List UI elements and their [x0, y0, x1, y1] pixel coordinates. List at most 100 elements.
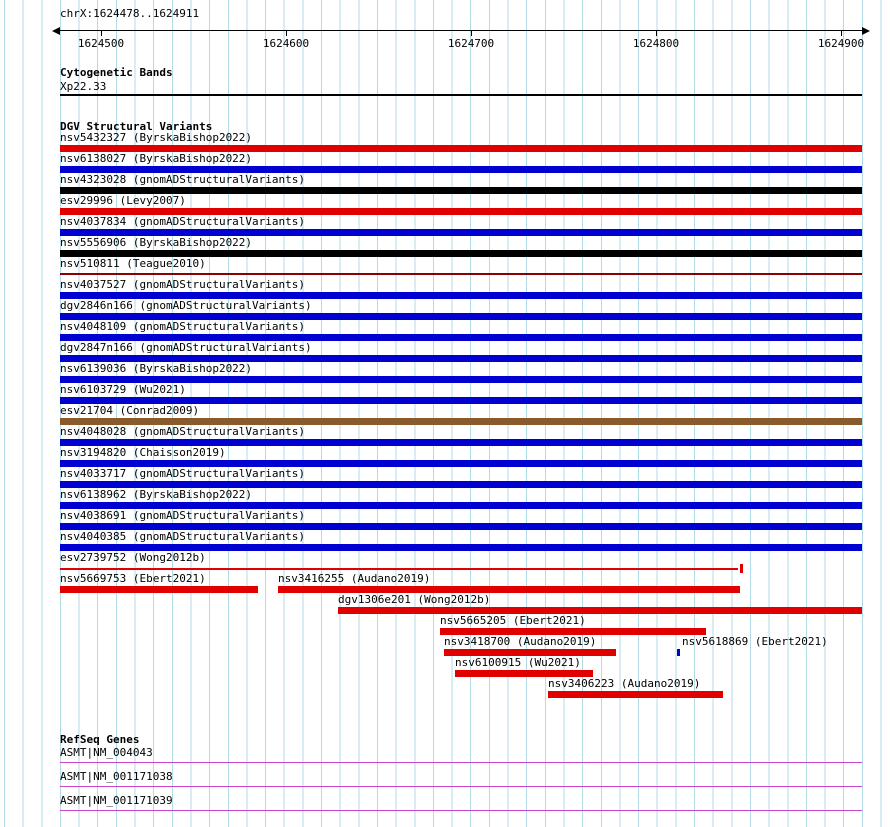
- cytoband-band[interactable]: [60, 94, 862, 96]
- variant-label-nsv4040385[interactable]: nsv4040385 (gnomADStructuralVariants): [60, 530, 306, 543]
- refseq-gene-line[interactable]: [60, 762, 862, 763]
- variant-label-nsv5432327[interactable]: nsv5432327 (ByrskaBishop2022): [60, 131, 253, 144]
- variant-feature-esv21704[interactable]: [60, 418, 862, 425]
- variant-feature-nsv3406223[interactable]: [548, 691, 723, 698]
- refseq-gene-row: ASMT|NM_001171038: [0, 770, 890, 794]
- ruler-tick-label: 1624800: [632, 37, 680, 50]
- dgv-track-row: nsv4048028 (gnomADStructuralVariants): [0, 425, 890, 446]
- ruler-tick: [101, 31, 102, 36]
- variant-label-nsv3416255[interactable]: nsv3416255 (Audano2019): [278, 572, 431, 585]
- variant-feature-nsv5669753[interactable]: [60, 586, 258, 593]
- variant-feature-nsv6138962[interactable]: [60, 502, 862, 509]
- variant-label-dgv1306e201[interactable]: dgv1306e201 (Wong2012b): [338, 593, 491, 606]
- variant-label-nsv5665205[interactable]: nsv5665205 (Ebert2021): [440, 614, 586, 627]
- variant-feature-nsv6100915[interactable]: [455, 670, 593, 677]
- variant-label-nsv4048109[interactable]: nsv4048109 (gnomADStructuralVariants): [60, 320, 306, 333]
- variant-label-nsv6139036[interactable]: nsv6139036 (ByrskaBishop2022): [60, 362, 253, 375]
- variant-label-nsv4037527[interactable]: nsv4037527 (gnomADStructuralVariants): [60, 278, 306, 291]
- variant-label-nsv6100915[interactable]: nsv6100915 (Wu2021): [455, 656, 581, 669]
- variant-feature-nsv4048109[interactable]: [60, 334, 862, 341]
- region-label: chrX:1624478..1624911: [60, 7, 200, 20]
- variant-feature-endtick-esv2739752[interactable]: [740, 564, 743, 573]
- variant-feature-nsv6139036[interactable]: [60, 376, 862, 383]
- variant-feature-nsv4048028[interactable]: [60, 439, 862, 446]
- variant-feature-nsv3418700[interactable]: [444, 649, 616, 656]
- variant-label-esv29996[interactable]: esv29996 (Levy2007): [60, 194, 186, 207]
- variant-feature-nsv5665205[interactable]: [440, 628, 706, 635]
- variant-label-nsv3406223[interactable]: nsv3406223 (Audano2019): [548, 677, 701, 690]
- variant-feature-nsv6103729[interactable]: [60, 397, 862, 404]
- cytobands-section-heading: Cytogenetic Bands: [60, 66, 173, 79]
- dgv-track-row: esv21704 (Conrad2009): [0, 404, 890, 425]
- variant-feature-esv29996[interactable]: [60, 208, 862, 215]
- variant-label-nsv5618869[interactable]: nsv5618869 (Ebert2021): [682, 635, 828, 648]
- variant-label-nsv4033717[interactable]: nsv4033717 (gnomADStructuralVariants): [60, 467, 306, 480]
- variant-label-nsv510811[interactable]: nsv510811 (Teague2010): [60, 257, 206, 270]
- cytoband-label[interactable]: Xp22.33: [60, 80, 107, 93]
- variant-label-nsv5669753[interactable]: nsv5669753 (Ebert2021): [60, 572, 206, 585]
- refseq-section-heading: RefSeq Genes: [60, 733, 140, 746]
- variant-feature-nsv510811[interactable]: [60, 273, 862, 275]
- dgv-track-row: nsv5669753 (Ebert2021) nsv3416255 (Audano…: [0, 572, 890, 593]
- variant-feature-nsv4323028[interactable]: [60, 187, 862, 194]
- ruler-tick: [471, 31, 472, 36]
- variant-label-nsv6138027[interactable]: nsv6138027 (ByrskaBishop2022): [60, 152, 253, 165]
- dgv-track-row: nsv6100915 (Wu2021): [0, 656, 890, 677]
- variant-label-nsv4037834[interactable]: nsv4037834 (gnomADStructuralVariants): [60, 215, 306, 228]
- ruler-tick-label: 1624900: [817, 37, 865, 50]
- variant-feature-nsv3194820[interactable]: [60, 460, 862, 467]
- variant-feature-nsv6138027[interactable]: [60, 166, 862, 173]
- variant-label-esv21704[interactable]: esv21704 (Conrad2009): [60, 404, 200, 417]
- ruler-right-arrow-icon: [862, 27, 870, 35]
- dgv-track-row: nsv4038691 (gnomADStructuralVariants): [0, 509, 890, 530]
- refseq-gene-label[interactable]: ASMT|NM_004043: [60, 746, 153, 759]
- dgv-track-row: nsv4048109 (gnomADStructuralVariants): [0, 320, 890, 341]
- dgv-track-row: esv29996 (Levy2007): [0, 194, 890, 215]
- variant-label-nsv3418700[interactable]: nsv3418700 (Audano2019): [444, 635, 597, 648]
- variant-feature-dgv2846n166[interactable]: [60, 313, 862, 320]
- variant-feature-esv2739752[interactable]: [60, 568, 738, 570]
- dgv-track-row: nsv6139036 (ByrskaBishop2022): [0, 362, 890, 383]
- variant-label-nsv5556906[interactable]: nsv5556906 (ByrskaBishop2022): [60, 236, 253, 249]
- dgv-track-area: nsv5432327 (ByrskaBishop2022) nsv6138027 …: [0, 131, 890, 698]
- variant-feature-dgv2847n166[interactable]: [60, 355, 862, 362]
- variant-label-nsv3194820[interactable]: nsv3194820 (Chaisson2019): [60, 446, 226, 459]
- variant-label-nsv4323028[interactable]: nsv4323028 (gnomADStructuralVariants): [60, 173, 306, 186]
- variant-feature-nsv4037527[interactable]: [60, 292, 862, 299]
- variant-label-nsv4038691[interactable]: nsv4038691 (gnomADStructuralVariants): [60, 509, 306, 522]
- variant-feature-nsv4037834[interactable]: [60, 229, 862, 236]
- refseq-gene-line[interactable]: [60, 786, 862, 787]
- ruler-tick: [286, 31, 287, 36]
- refseq-gene-row: ASMT|NM_004043: [0, 746, 890, 770]
- variant-label-esv2739752[interactable]: esv2739752 (Wong2012b): [60, 551, 206, 564]
- dgv-track-row: dgv2847n166 (gnomADStructuralVariants): [0, 341, 890, 362]
- variant-label-dgv2847n166[interactable]: dgv2847n166 (gnomADStructuralVariants): [60, 341, 312, 354]
- refseq-gene-label[interactable]: ASMT|NM_001171039: [60, 794, 173, 807]
- dgv-track-row: nsv6138962 (ByrskaBishop2022): [0, 488, 890, 509]
- variant-feature-nsv4033717[interactable]: [60, 481, 862, 488]
- variant-feature-dgv1306e201[interactable]: [338, 607, 862, 614]
- dgv-track-row: nsv6138027 (ByrskaBishop2022): [0, 152, 890, 173]
- dgv-track-row: nsv3418700 (Audano2019) nsv5618869 (Ebert…: [0, 635, 890, 656]
- dgv-track-row: esv2739752 (Wong2012b): [0, 551, 890, 573]
- variant-feature-nsv3416255[interactable]: [278, 586, 740, 593]
- dgv-track-row: nsv3406223 (Audano2019): [0, 677, 890, 698]
- dgv-track-row: nsv5432327 (ByrskaBishop2022): [0, 131, 890, 152]
- refseq-gene-line[interactable]: [60, 810, 862, 811]
- refseq-track-area: ASMT|NM_004043 ASMT|NM_001171038 ASMT|NM_0…: [0, 746, 890, 818]
- dgv-track-row: dgv2846n166 (gnomADStructuralVariants): [0, 299, 890, 320]
- variant-label-nsv4048028[interactable]: nsv4048028 (gnomADStructuralVariants): [60, 425, 306, 438]
- dgv-track-row: nsv4033717 (gnomADStructuralVariants): [0, 467, 890, 488]
- variant-feature-nsv5618869[interactable]: [677, 649, 680, 656]
- variant-feature-nsv4038691[interactable]: [60, 523, 862, 530]
- ruler-line[interactable]: [60, 30, 862, 31]
- ruler-tick-label: 1624600: [262, 37, 310, 50]
- refseq-gene-label[interactable]: ASMT|NM_001171038: [60, 770, 173, 783]
- variant-feature-nsv4040385[interactable]: [60, 544, 862, 551]
- variant-feature-nsv5556906[interactable]: [60, 250, 862, 257]
- variant-label-nsv6103729[interactable]: nsv6103729 (Wu2021): [60, 383, 186, 396]
- variant-label-dgv2846n166[interactable]: dgv2846n166 (gnomADStructuralVariants): [60, 299, 312, 312]
- variant-feature-nsv5432327[interactable]: [60, 145, 862, 152]
- variant-label-nsv6138962[interactable]: nsv6138962 (ByrskaBishop2022): [60, 488, 253, 501]
